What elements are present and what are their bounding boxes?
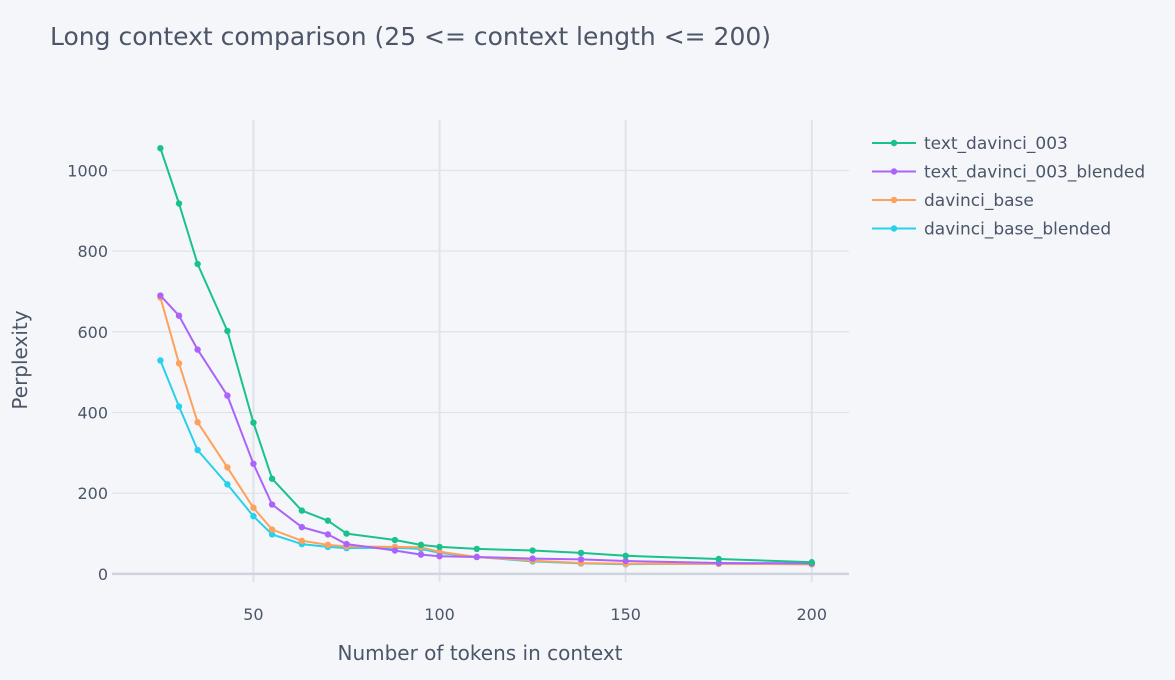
data-point[interactable] bbox=[224, 327, 231, 335]
y-tick-label: 200 bbox=[77, 484, 108, 503]
data-point[interactable] bbox=[324, 517, 332, 524]
series-text_davinci_003 bbox=[157, 145, 815, 566]
legend-item[interactable]: davinci_base_blended bbox=[872, 220, 1111, 240]
legend-swatch-marker bbox=[890, 225, 898, 232]
data-point[interactable] bbox=[268, 526, 276, 533]
legend-swatch-marker bbox=[890, 139, 898, 147]
data-point[interactable] bbox=[343, 540, 350, 548]
data-point[interactable] bbox=[436, 543, 443, 551]
data-point[interactable] bbox=[194, 260, 201, 268]
data-point[interactable] bbox=[250, 460, 257, 467]
data-point[interactable] bbox=[436, 548, 443, 555]
tick-labels: 50 100 150 200 0 200 400 600 800 1000 bbox=[67, 161, 827, 624]
data-point[interactable] bbox=[194, 419, 201, 426]
data-point[interactable] bbox=[250, 504, 257, 511]
legend-label: davinci_base bbox=[924, 191, 1034, 211]
data-point[interactable] bbox=[622, 552, 629, 559]
grid bbox=[112, 120, 849, 582]
data-point[interactable] bbox=[224, 481, 231, 488]
y-axis-title: Perplexity bbox=[8, 310, 32, 409]
data-point[interactable] bbox=[577, 556, 585, 563]
data-point[interactable] bbox=[298, 507, 306, 514]
data-point[interactable] bbox=[417, 551, 425, 558]
data-point[interactable] bbox=[529, 555, 536, 562]
series-layer bbox=[157, 145, 815, 568]
data-point[interactable] bbox=[157, 145, 164, 152]
chart-title: Long context comparison (25 <= context l… bbox=[50, 22, 771, 51]
legend-label: davinci_base_blended bbox=[924, 220, 1111, 240]
data-point[interactable] bbox=[224, 392, 231, 399]
y-tick-label: 600 bbox=[77, 323, 108, 342]
series-line bbox=[159, 147, 812, 564]
data-point[interactable] bbox=[157, 357, 164, 364]
y-tick-label: 0 bbox=[98, 565, 108, 584]
data-point[interactable] bbox=[391, 547, 399, 554]
x-axis-title: Number of tokens in context bbox=[337, 641, 622, 665]
data-point[interactable] bbox=[268, 531, 276, 538]
data-point[interactable] bbox=[473, 545, 480, 553]
x-tick-label: 50 bbox=[243, 605, 263, 624]
data-point[interactable] bbox=[194, 446, 201, 454]
data-point[interactable] bbox=[298, 523, 306, 531]
x-tick-label: 150 bbox=[610, 605, 641, 624]
x-tick-label: 100 bbox=[424, 605, 455, 624]
data-point[interactable] bbox=[324, 541, 332, 549]
data-point[interactable] bbox=[175, 312, 183, 319]
data-point[interactable] bbox=[250, 419, 257, 426]
legend-label: text_davinci_003_blended bbox=[924, 163, 1145, 183]
y-tick-label: 400 bbox=[77, 404, 108, 423]
y-tick-label: 800 bbox=[77, 242, 108, 261]
data-point[interactable] bbox=[529, 547, 536, 554]
data-point[interactable] bbox=[298, 537, 306, 545]
data-point[interactable] bbox=[715, 555, 722, 563]
series-line bbox=[159, 360, 812, 566]
data-point[interactable] bbox=[175, 403, 183, 410]
series-line bbox=[159, 294, 812, 565]
data-point[interactable] bbox=[417, 541, 425, 549]
legend-item[interactable]: text_davinci_003 bbox=[872, 134, 1068, 154]
y-tick-label: 1000 bbox=[67, 161, 108, 180]
data-point[interactable] bbox=[175, 360, 183, 367]
data-point[interactable] bbox=[808, 559, 815, 566]
data-point[interactable] bbox=[268, 501, 276, 508]
data-point[interactable] bbox=[473, 553, 480, 561]
data-point[interactable] bbox=[622, 557, 629, 565]
data-point[interactable] bbox=[224, 464, 231, 471]
data-point[interactable] bbox=[324, 531, 332, 538]
data-point[interactable] bbox=[577, 549, 585, 557]
data-point[interactable] bbox=[175, 200, 183, 207]
data-point[interactable] bbox=[268, 475, 276, 482]
legend[interactable]: text_davinci_003 text_davinci_003_blended… bbox=[872, 134, 1145, 240]
data-point[interactable] bbox=[436, 552, 443, 560]
data-point[interactable] bbox=[250, 513, 257, 520]
data-point[interactable] bbox=[194, 346, 201, 353]
data-point[interactable] bbox=[391, 536, 399, 544]
legend-item[interactable]: text_davinci_003_blended bbox=[872, 163, 1145, 183]
series-line bbox=[159, 297, 812, 566]
x-tick-label: 200 bbox=[797, 605, 828, 624]
legend-swatch-marker bbox=[890, 168, 898, 175]
legend-swatch-marker bbox=[890, 196, 898, 204]
data-point[interactable] bbox=[343, 530, 350, 537]
legend-item[interactable]: davinci_base bbox=[872, 191, 1034, 211]
data-point[interactable] bbox=[157, 292, 164, 299]
legend-label: text_davinci_003 bbox=[924, 134, 1068, 154]
series-text_davinci_003_blended bbox=[157, 292, 815, 567]
